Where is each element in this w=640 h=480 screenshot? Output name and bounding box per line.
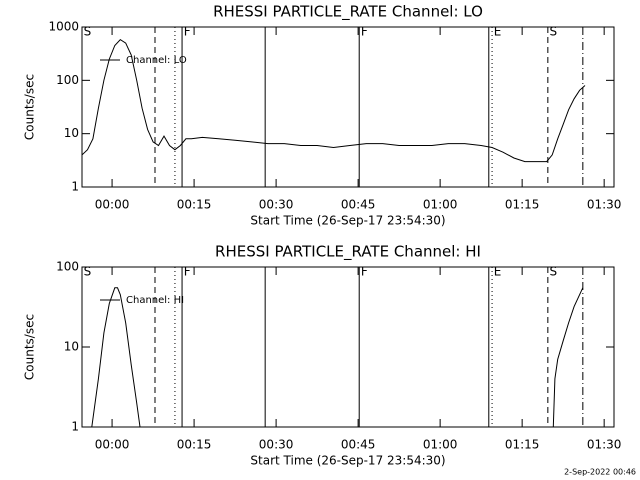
event-label: F (184, 265, 191, 279)
x-tick-label: 00:00 (95, 198, 130, 212)
plot-frame (81, 266, 615, 428)
y-tick-label: 1 (71, 420, 79, 434)
x-tick-label: 01:30 (587, 438, 622, 452)
x-tick-label: 01:00 (423, 438, 458, 452)
event-label: E (494, 25, 502, 39)
y-axis-label: Counts/sec (23, 74, 37, 140)
legend-label: Channel: LO (126, 55, 187, 66)
footer: 2-Sep-2022 00:46 (564, 468, 636, 477)
x-tick-label: 00:00 (95, 438, 130, 452)
x-tick-label: 01:15 (505, 438, 540, 452)
event-label: S (84, 25, 92, 39)
x-tick-label: 00:30 (259, 438, 294, 452)
x-tick-label: 00:15 (177, 198, 212, 212)
event-label: F (184, 25, 191, 39)
x-tick-label: 01:30 (587, 198, 622, 212)
legend-label: Channel: HI (126, 295, 184, 306)
x-tick-label: 01:15 (505, 198, 540, 212)
event-label: E (494, 265, 502, 279)
x-tick-label: 00:45 (341, 198, 376, 212)
y-tick-label: 1000 (48, 20, 79, 34)
event-label: S (84, 265, 92, 279)
x-tick-label: 01:00 (423, 198, 458, 212)
y-tick-label: 100 (56, 73, 79, 87)
event-label: S (549, 25, 557, 39)
chart-title: RHESSI PARTICLE_RATE Channel: HI (215, 243, 481, 262)
y-axis-label: Counts/sec (23, 314, 37, 380)
y-tick-label: 100 (56, 260, 79, 274)
x-tick-label: 00:45 (341, 438, 376, 452)
x-axis-label: Start Time (26-Sep-17 23:54:30) (250, 454, 445, 468)
x-tick-label: 00:30 (259, 198, 294, 212)
event-label: F (361, 265, 368, 279)
y-tick-label: 10 (64, 340, 79, 354)
plot-frame (81, 26, 615, 188)
y-tick-label: 10 (64, 126, 79, 140)
y-tick-label: 1 (71, 180, 79, 194)
chart-title: RHESSI PARTICLE_RATE Channel: LO (213, 3, 483, 22)
x-axis-label: Start Time (26-Sep-17 23:54:30) (250, 214, 445, 228)
event-label: S (549, 265, 557, 279)
event-label: F (361, 25, 368, 39)
x-tick-label: 00:15 (177, 438, 212, 452)
series-line (91, 287, 584, 427)
series-line (82, 38, 586, 163)
